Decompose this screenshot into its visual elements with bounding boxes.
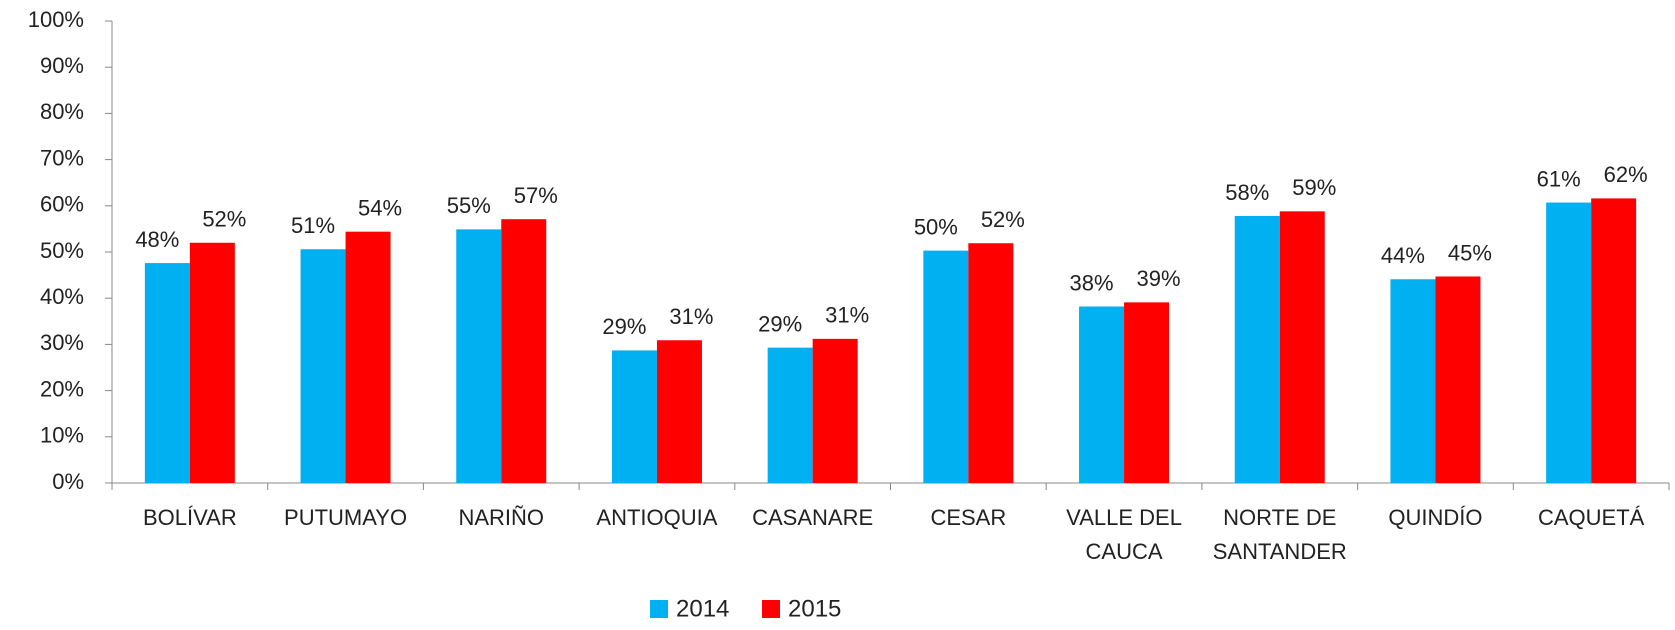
x-tick-label: BOLÍVAR xyxy=(142,505,237,530)
bar xyxy=(1591,198,1637,483)
data-label: 55% xyxy=(447,193,491,218)
bar xyxy=(501,219,547,483)
bar xyxy=(1234,215,1280,484)
data-label: 29% xyxy=(602,314,646,339)
data-label: 51% xyxy=(291,213,335,238)
y-tick-label: 0% xyxy=(52,469,84,494)
bar xyxy=(189,242,235,483)
data-label: 48% xyxy=(135,227,179,252)
bar xyxy=(456,229,502,483)
y-tick-label: 70% xyxy=(40,145,84,170)
x-tick-label: NARIÑO xyxy=(458,505,545,530)
data-label: 45% xyxy=(1448,240,1492,265)
data-label: 50% xyxy=(914,214,958,239)
data-label: 29% xyxy=(758,311,802,336)
y-tick-label: 30% xyxy=(40,330,84,355)
y-tick-label: 90% xyxy=(40,53,84,78)
legend-swatch xyxy=(762,600,780,618)
bar xyxy=(1435,276,1481,483)
x-tick-label: CASANARE xyxy=(752,505,874,530)
data-label: 38% xyxy=(1070,270,1114,295)
legend-swatch xyxy=(650,600,668,618)
data-label: 52% xyxy=(202,207,246,232)
bar xyxy=(767,347,813,483)
y-tick-label: 10% xyxy=(40,423,84,448)
bar xyxy=(1079,306,1125,483)
x-tick-label: ANTIOQUIA xyxy=(596,505,718,530)
data-label: 61% xyxy=(1537,166,1581,191)
data-label: 44% xyxy=(1381,243,1425,268)
x-tick-label: NORTE DE SANTANDER xyxy=(1212,505,1347,564)
bar xyxy=(656,340,702,483)
bar xyxy=(1390,279,1436,483)
bar xyxy=(1279,211,1325,483)
x-tick-label: VALLE DEL CAUCA xyxy=(1066,505,1182,564)
y-tick-label: 20% xyxy=(40,376,84,401)
y-tick-label: 50% xyxy=(40,238,84,263)
y-tick-label: 100% xyxy=(28,7,84,32)
y-tick-label: 40% xyxy=(40,284,84,309)
bar xyxy=(968,243,1014,483)
bar xyxy=(345,231,391,483)
legend-label: 2015 xyxy=(788,595,841,622)
y-tick-label: 80% xyxy=(40,99,84,124)
x-tick-label: PUTUMAYO xyxy=(284,505,408,530)
data-label: 52% xyxy=(981,207,1025,232)
x-tick-label: CAQUETÁ xyxy=(1537,505,1645,530)
bar xyxy=(1124,302,1170,483)
bar xyxy=(300,249,346,483)
bar xyxy=(812,338,858,483)
legend-label: 2014 xyxy=(676,595,729,622)
data-label: 59% xyxy=(1292,175,1336,200)
data-label: 57% xyxy=(514,183,558,208)
data-label: 58% xyxy=(1225,180,1269,205)
bar xyxy=(923,250,969,483)
bar xyxy=(144,263,190,483)
data-label: 62% xyxy=(1604,162,1648,187)
y-tick-label: 60% xyxy=(40,192,84,217)
bar xyxy=(1546,202,1592,484)
data-label: 54% xyxy=(358,195,402,220)
data-label: 31% xyxy=(669,304,713,329)
data-label: 39% xyxy=(1137,266,1181,291)
data-label: 31% xyxy=(825,303,869,328)
x-tick-label: QUINDÍO xyxy=(1388,505,1483,530)
x-tick-label: CESAR xyxy=(930,505,1007,530)
bar xyxy=(611,350,657,483)
